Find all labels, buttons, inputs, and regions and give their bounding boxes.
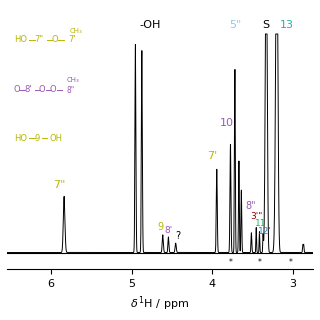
Text: *: * — [258, 259, 261, 268]
Text: 7": 7" — [53, 180, 66, 190]
Text: 8': 8' — [165, 226, 173, 235]
Text: O: O — [13, 85, 20, 94]
Text: 7': 7' — [68, 35, 76, 44]
Text: 3'": 3'" — [250, 212, 262, 221]
Text: ?: ? — [175, 231, 180, 241]
Text: CH₃: CH₃ — [70, 28, 83, 34]
Text: 5": 5" — [229, 20, 241, 30]
Text: 12': 12' — [258, 227, 272, 236]
Text: 11: 11 — [255, 219, 267, 228]
Text: -OH: -OH — [139, 20, 160, 30]
Text: 7": 7" — [35, 35, 44, 44]
Text: 8": 8" — [245, 201, 256, 211]
Text: S: S — [262, 20, 269, 30]
Text: *: * — [289, 259, 292, 268]
Text: 9: 9 — [35, 133, 40, 143]
Text: O: O — [39, 85, 45, 94]
Text: HO: HO — [15, 133, 28, 143]
Text: *: * — [228, 259, 232, 268]
Text: 13: 13 — [279, 20, 293, 30]
Text: CH₃: CH₃ — [67, 77, 79, 84]
X-axis label: $\delta\,^{\mathsf{1}}$H / ppm: $\delta\,^{\mathsf{1}}$H / ppm — [130, 294, 190, 313]
Text: 8': 8' — [25, 85, 32, 94]
Text: O: O — [50, 85, 56, 94]
Text: 9: 9 — [157, 222, 163, 232]
Text: HO: HO — [15, 35, 28, 44]
Text: 10: 10 — [220, 118, 234, 128]
Text: O: O — [51, 35, 58, 44]
Text: 8": 8" — [67, 86, 75, 95]
Text: 7': 7' — [207, 151, 218, 161]
Text: OH: OH — [49, 133, 62, 143]
